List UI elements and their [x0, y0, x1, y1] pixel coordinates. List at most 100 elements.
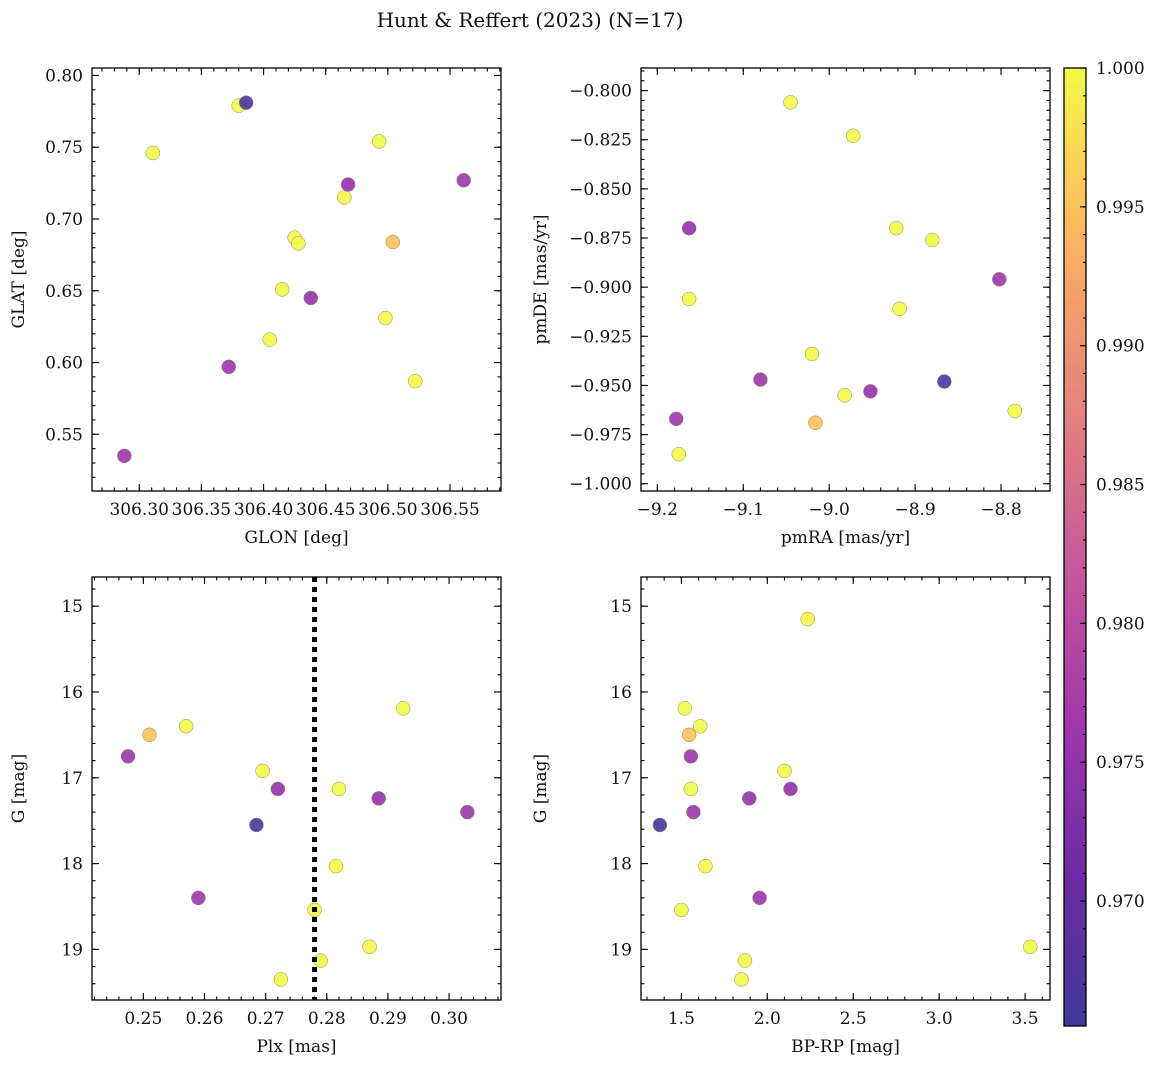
- x-tick-label: 306.40: [234, 500, 293, 520]
- data-point: [291, 236, 306, 251]
- y-tick-label: −0.825: [569, 131, 632, 151]
- x-tick-label: 2.5: [840, 1009, 867, 1029]
- data-point: [677, 701, 693, 716]
- y-tick-label: 0.80: [45, 66, 83, 86]
- panel-plx-g: 0.25 0.26 0.27 0.28 0.29 0.30 15 16 17 18 19 Plx [m…: [9, 576, 502, 1057]
- y-axis-label: G [mag]: [9, 754, 29, 823]
- x-tick-label: 3.5: [1012, 1009, 1039, 1029]
- data-point: [737, 953, 753, 968]
- x-tick-label: 0.26: [186, 1009, 224, 1029]
- data-point: [407, 373, 423, 389]
- y-tick-label: −0.875: [569, 229, 632, 249]
- y-tick-label: −0.800: [569, 82, 632, 102]
- data-point: [925, 232, 940, 248]
- data-point: [262, 332, 278, 347]
- data-point: [734, 972, 749, 987]
- x-tick-label: 306.45: [296, 500, 355, 520]
- data-point: [686, 804, 701, 820]
- colorbar-tick-label: 0.990: [1096, 337, 1145, 357]
- colorbar-tick-label: 0.975: [1096, 753, 1145, 773]
- data-point: [892, 301, 907, 317]
- y-axis-label: G [mag]: [531, 754, 551, 823]
- data-point: [837, 388, 852, 403]
- data-point: [371, 134, 387, 149]
- x-axis-label: Plx [mas]: [256, 1037, 336, 1057]
- data-point: [668, 411, 684, 427]
- y-tick-label: 0.60: [45, 354, 83, 374]
- y-tick-label: 17: [610, 769, 632, 789]
- x-tick-label: 306.50: [358, 500, 417, 520]
- data-point: [808, 415, 823, 431]
- x-tick-label: 0.28: [308, 1009, 346, 1029]
- x-tick-label: 3.0: [926, 1009, 953, 1029]
- data-point: [273, 972, 289, 987]
- data-point: [652, 817, 668, 833]
- data-point: [683, 781, 699, 797]
- data-point: [270, 781, 286, 797]
- colorbar-tick-label: 0.995: [1096, 198, 1145, 218]
- data-point: [460, 804, 475, 820]
- y-axis-label: GLAT [deg]: [9, 230, 29, 328]
- data-point: [331, 781, 347, 797]
- colorbar-tick-label: 0.985: [1096, 476, 1145, 496]
- y-tick-label: 15: [61, 597, 83, 617]
- y-tick-label: 16: [61, 683, 83, 703]
- data-point: [681, 220, 697, 236]
- x-tick-label: 306.35: [172, 500, 231, 520]
- data-point: [753, 372, 768, 387]
- y-tick-label: 0.70: [45, 210, 83, 230]
- colorbar: 0.970 0.975 0.980 0.985 0.990 0.995 1.000: [1063, 59, 1145, 1027]
- data-point: [1022, 939, 1038, 955]
- data-point: [221, 359, 236, 375]
- data-point: [1007, 403, 1023, 419]
- x-tick-label: −9.0: [809, 500, 850, 520]
- x-tick-label: −9.1: [723, 500, 764, 520]
- data-point: [142, 727, 157, 743]
- data-point: [752, 890, 767, 906]
- y-tick-label: −0.850: [569, 180, 632, 200]
- data-point: [845, 128, 861, 144]
- y-tick-label: −0.925: [569, 327, 632, 347]
- data-point: [742, 791, 757, 806]
- x-tick-label: 306.55: [420, 500, 479, 520]
- axes-frame: [91, 67, 502, 492]
- colorbar-gradient: [1063, 67, 1087, 1027]
- colorbar-tick-label: 0.980: [1096, 614, 1145, 634]
- data-point: [385, 234, 401, 250]
- data-point: [117, 448, 132, 464]
- data-point: [120, 749, 136, 764]
- axes-frame: [91, 576, 502, 1001]
- y-tick-label: 17: [61, 769, 83, 789]
- data-point: [249, 817, 264, 833]
- data-point: [303, 290, 319, 306]
- y-tick-label: −0.950: [569, 376, 632, 396]
- axes-frame: [640, 67, 1051, 492]
- data-point: [145, 145, 161, 161]
- data-point: [804, 346, 820, 362]
- x-tick-label: 0.25: [124, 1009, 162, 1029]
- y-tick-label: 19: [61, 940, 83, 960]
- x-tick-label: 1.5: [668, 1009, 695, 1029]
- data-point: [888, 220, 904, 236]
- y-tick-label: −0.975: [569, 426, 632, 446]
- data-point: [274, 282, 290, 297]
- data-point: [937, 374, 952, 389]
- y-axis-label: pmDE [mas/yr]: [531, 214, 551, 344]
- x-tick-label: 306.30: [109, 500, 168, 520]
- data-point: [777, 763, 792, 779]
- data-point: [362, 939, 377, 955]
- data-point: [671, 446, 687, 462]
- x-tick-label: −8.8: [980, 500, 1021, 520]
- data-point: [992, 272, 1007, 287]
- data-point: [456, 172, 471, 188]
- figure-title: Hunt & Reffert (2023) (N=17): [377, 8, 684, 32]
- panel-glon-glat: 306.30 306.35 306.40 306.45 306.50 306.55 0.55…: [9, 66, 502, 548]
- data-point: [674, 902, 689, 918]
- data-point: [681, 727, 697, 743]
- data-point: [693, 719, 708, 734]
- x-tick-label: 0.29: [369, 1009, 407, 1029]
- colorbar-tick-label: 0.970: [1096, 892, 1145, 912]
- y-tick-label: −0.900: [569, 278, 632, 298]
- data-point: [371, 791, 386, 806]
